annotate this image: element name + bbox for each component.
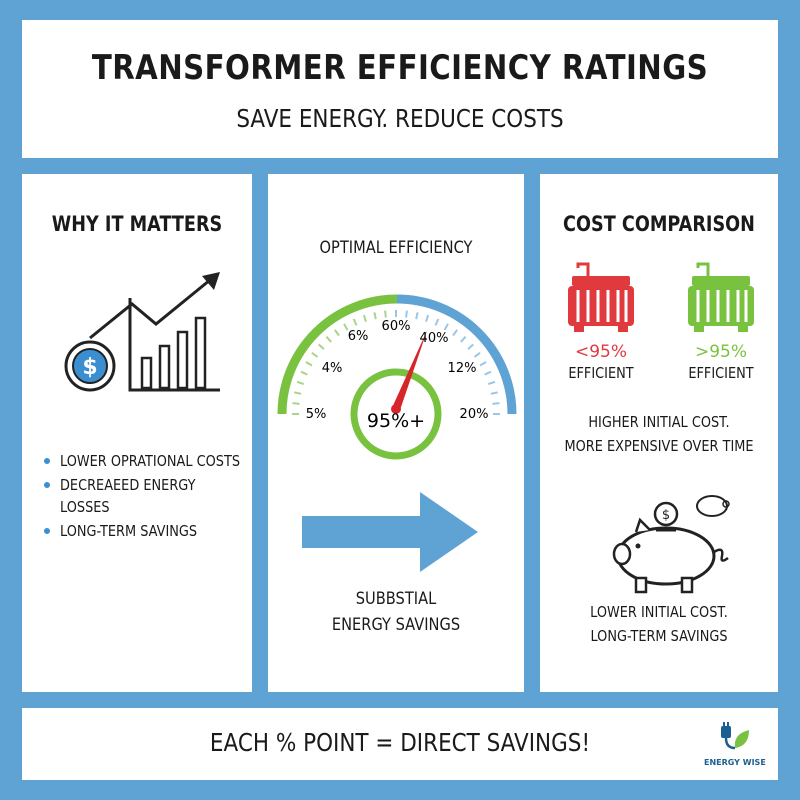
low-label: EFFICIENT <box>568 364 634 382</box>
page-subtitle: SAVE ENERGY. REDUCE COSTS <box>236 104 564 133</box>
gauge-tick-mark <box>425 314 430 323</box>
gauge-tick-mark <box>467 343 474 350</box>
gauge-tick-label: 4% <box>322 361 343 376</box>
gauge-tick-mark <box>352 318 358 326</box>
gauge-tick-label: 40% <box>420 331 449 346</box>
high-pct: >95% <box>694 342 748 362</box>
gauge-tick-mark <box>460 336 467 343</box>
gauge-tick-mark <box>343 323 349 331</box>
gauge-center-label: 95%+ <box>367 410 425 432</box>
low-efficiency-transformer: <95% EFFICIENT <box>556 262 646 382</box>
svg-text:$: $ <box>82 355 97 380</box>
efficiency-gauge: 5% 4% 6% 60% 40% 12% 20% 95%+ <box>277 294 517 460</box>
gauge-tick-mark <box>492 402 500 405</box>
logo-text: ENERGY WISE <box>704 758 766 767</box>
gauge-tick-label: 6% <box>348 329 369 344</box>
efficiency-gauge-panel: OPTIMAL EFFICIENCY 5% 4% 6% 60% 40% 12% … <box>268 174 524 692</box>
piggy-bank-icon: $ <box>612 495 730 594</box>
gauge-tick-mark <box>490 391 498 395</box>
gauge-tick-mark <box>452 329 458 337</box>
gauge-tick-mark <box>487 380 496 385</box>
gauge-tick-label: 60% <box>382 319 411 334</box>
why-heading: WHY IT MATTERS <box>51 212 223 236</box>
lower-cost-note: LOWER INITIAL COST. LONG-TERM SAVINGS <box>590 603 728 645</box>
gauge-tick-mark <box>300 370 308 376</box>
transformer-icon <box>568 262 634 332</box>
gauge-tick-mark <box>473 352 481 358</box>
gauge-tick-label: 20% <box>460 407 489 422</box>
gauge-tick-mark <box>296 380 305 385</box>
gauge-tick-mark <box>325 336 332 343</box>
high-label: EFFICIENT <box>688 364 754 382</box>
gauge-tick-mark <box>334 329 340 337</box>
cost-comparison-panel: COST COMPARISON <95% EFFICIENT <box>540 174 778 692</box>
gauge-tick-mark <box>318 343 325 350</box>
gauge-tick-label: 12% <box>448 361 477 376</box>
higher-cost-note: HIGHER INITIAL COST. MORE EXPENSIVE OVER… <box>564 413 754 455</box>
gauge-tick-label: 5% <box>306 407 327 422</box>
gauge-tick-mark <box>292 402 300 405</box>
header-panel: TRANSFORMER EFFICIENCY RATINGS SAVE ENER… <box>22 20 778 158</box>
gauge-tick-mark <box>311 352 319 358</box>
plug-leaf-icon <box>721 722 749 750</box>
list-item: DECREAEED ENERGY LOSSES <box>42 474 247 518</box>
gauge-tick-mark <box>405 310 408 318</box>
svg-text:$: $ <box>662 508 670 523</box>
gauge-tick-mark <box>305 361 313 367</box>
gauge-tick-mark <box>294 391 302 395</box>
right-arrow-icon <box>302 492 478 572</box>
gauge-needle <box>393 329 428 408</box>
gauge-tick-mark <box>484 370 492 376</box>
gauge-tick-mark <box>415 312 419 320</box>
transformer-icon <box>688 262 754 332</box>
list-item: LOWER OPRATIONAL COSTS <box>42 450 247 472</box>
gauge-tick-mark <box>479 361 487 367</box>
list-item: LONG-TERM SAVINGS <box>42 520 247 542</box>
gauge-tick-mark <box>384 310 387 318</box>
footer-panel: EACH % POINT = DIRECT SAVINGS! ENERGY WI… <box>22 708 778 780</box>
low-pct: <95% <box>574 342 628 362</box>
why-bullet-list: LOWER OPRATIONAL COSTS DECREAEED ENERGY … <box>42 450 247 544</box>
gauge-tick-mark <box>373 312 377 320</box>
footer-slogan: EACH % POINT = DIRECT SAVINGS! <box>209 728 591 757</box>
page-title: TRANSFORMER EFFICIENCY RATINGS <box>91 48 709 88</box>
gauge-tick-mark <box>443 323 449 331</box>
cost-heading: COST COMPARISON <box>563 212 755 236</box>
gauge-title: OPTIMAL EFFICIENCY <box>319 238 473 258</box>
why-it-matters-panel: WHY IT MATTERS $ LOWER OPRATIONAL COSTS … <box>22 174 252 692</box>
growth-chart-icon: $ <box>64 272 220 392</box>
energy-wise-logo: ENERGY WISE <box>704 722 766 767</box>
gauge-tick-mark <box>434 318 440 326</box>
arrow-caption: SUBBSTIAL ENERGY SAVINGS <box>331 589 461 635</box>
high-efficiency-transformer: >95% EFFICIENT <box>676 262 766 382</box>
gauge-tick-mark <box>362 314 367 323</box>
